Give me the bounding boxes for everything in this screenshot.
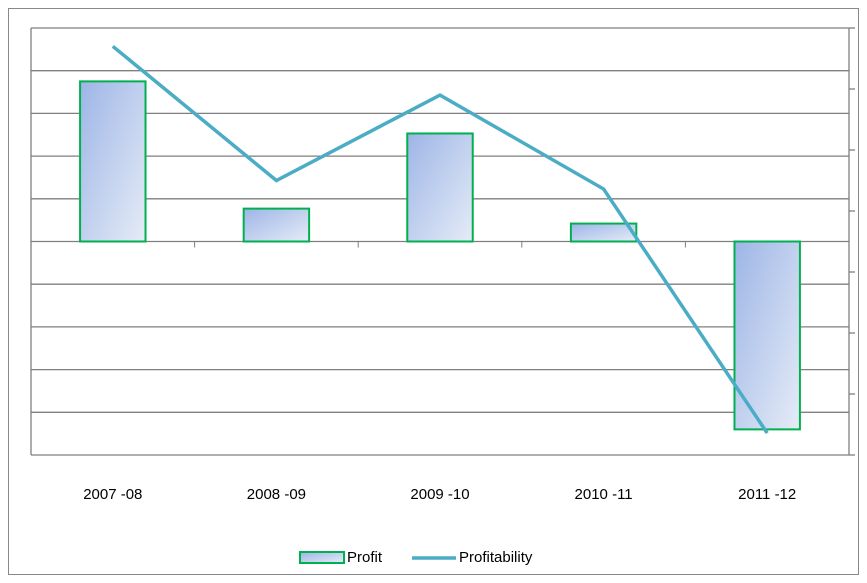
chart-frame (8, 8, 859, 575)
line (111, 44, 769, 435)
legend-swatch (299, 551, 345, 564)
bar (242, 207, 311, 243)
bar (406, 132, 474, 243)
x-tick-label: 2010 -11 (575, 486, 633, 503)
x-tick-label: 2007 -08 (83, 486, 142, 503)
x-tick-label: 2009 -10 (410, 486, 469, 503)
bar (79, 80, 147, 243)
x-tick-label: 2011 -12 (738, 486, 796, 503)
legend-label: Profit (347, 549, 383, 566)
bar (569, 222, 638, 243)
legend-label: Profitability (459, 549, 533, 566)
x-tick-label: 2008 -09 (247, 486, 306, 503)
